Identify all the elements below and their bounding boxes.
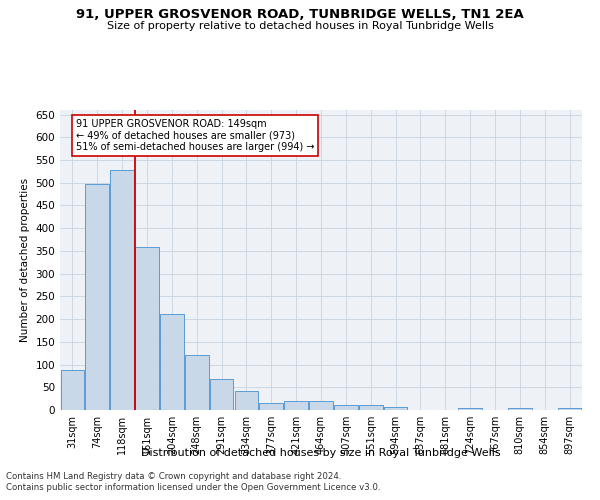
Bar <box>235 391 258 410</box>
Bar <box>558 408 581 410</box>
Bar <box>61 370 84 410</box>
Text: Distribution of detached houses by size in Royal Tunbridge Wells: Distribution of detached houses by size … <box>141 448 501 458</box>
Y-axis label: Number of detached properties: Number of detached properties <box>20 178 30 342</box>
Bar <box>309 402 333 410</box>
Bar <box>185 356 209 410</box>
Bar <box>458 408 482 410</box>
Text: 91, UPPER GROSVENOR ROAD, TUNBRIDGE WELLS, TN1 2EA: 91, UPPER GROSVENOR ROAD, TUNBRIDGE WELL… <box>76 8 524 20</box>
Bar <box>85 184 109 410</box>
Bar <box>135 248 159 410</box>
Bar <box>259 402 283 410</box>
Text: Contains public sector information licensed under the Open Government Licence v3: Contains public sector information licen… <box>6 484 380 492</box>
Bar <box>210 379 233 410</box>
Bar <box>508 408 532 410</box>
Bar <box>334 406 358 410</box>
Bar <box>359 405 383 410</box>
Text: Contains HM Land Registry data © Crown copyright and database right 2024.: Contains HM Land Registry data © Crown c… <box>6 472 341 481</box>
Bar <box>384 408 407 410</box>
Bar <box>160 314 184 410</box>
Text: Size of property relative to detached houses in Royal Tunbridge Wells: Size of property relative to detached ho… <box>107 21 493 31</box>
Text: 91 UPPER GROSVENOR ROAD: 149sqm
← 49% of detached houses are smaller (973)
51% o: 91 UPPER GROSVENOR ROAD: 149sqm ← 49% of… <box>76 119 314 152</box>
Bar <box>110 170 134 410</box>
Bar <box>284 402 308 410</box>
